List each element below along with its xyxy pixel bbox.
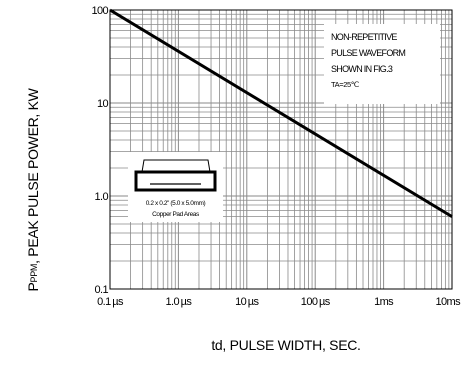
- series-line: [109, 8, 453, 218]
- annotation-line-3: SHOWN IN FIG.3: [331, 64, 393, 74]
- pad-label-area: Copper Pad Areas: [152, 211, 200, 218]
- x-tick-label: 100 µs: [301, 296, 331, 308]
- y-tick-label: 10: [97, 98, 109, 110]
- y-tick-label: 1.0: [95, 191, 109, 203]
- y-axis-title: PPPM, PEAK PULSE POWER, KW: [25, 87, 41, 291]
- annotation-line-2: PULSE WAVEFORM: [331, 48, 405, 58]
- y-tick-label: 100: [91, 5, 108, 17]
- x-tick-label: 0.1 µs: [97, 296, 124, 308]
- annotation-condition: TA=25℃: [331, 80, 360, 89]
- copper-pad-icon: [134, 170, 217, 192]
- y-tick-labels: 100 10 1.0 0.1: [91, 5, 109, 296]
- pad-label-dimensions: 0.2 x 0.2" (5.0 x 5.0mm): [146, 200, 206, 207]
- x-tick-labels: 0.1 µs 1.0 µs 10 µs 100 µs 1ms 10ms: [97, 296, 462, 308]
- x-axis-title: td, PULSE WIDTH, SEC.: [211, 337, 360, 353]
- plot-frame: [109, 9, 453, 290]
- y-tick-label: 0.1: [95, 284, 109, 296]
- annotation-box: NON-REPETITIVE PULSE WAVEFORM SHOWN IN F…: [324, 24, 440, 104]
- x-tick-label: 1.0 µs: [166, 296, 193, 308]
- component-body-icon: [141, 159, 211, 173]
- copper-pad-inset: 0.2 x 0.2" (5.0 x 5.0mm) Copper Pad Area…: [128, 152, 223, 222]
- x-tick-label: 10ms: [436, 296, 462, 308]
- annotation-line-1: NON-REPETITIVE: [331, 32, 397, 42]
- x-tick-label: 10 µs: [235, 296, 259, 308]
- plot-grid: [109, 10, 452, 290]
- x-tick-label: 1ms: [374, 296, 394, 308]
